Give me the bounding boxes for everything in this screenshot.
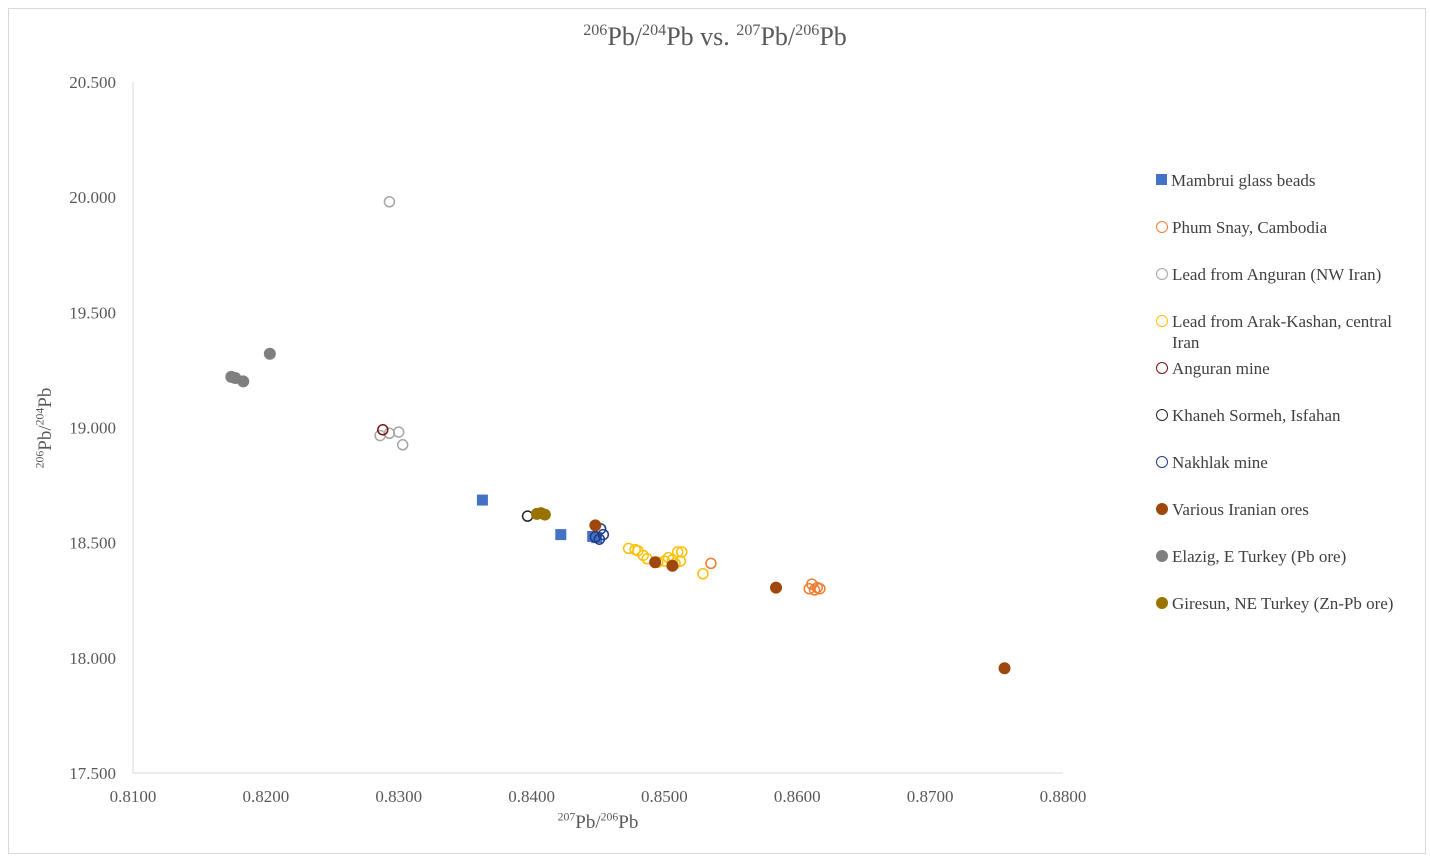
legend-item: Elazig, E Turkey (Pb ore) [1156,546,1418,567]
x-tick-label: 0.8400 [508,787,555,806]
data-point-circle [377,424,389,436]
legend-item: Mambrui glass beads [1156,170,1418,191]
chart-frame [8,8,1426,854]
legend-item: Nakhlak mine [1156,452,1418,473]
legend-item: Phum Snay, Cambodia [1156,217,1418,238]
x-axis-title: 207Pb/206Pb [557,810,639,833]
data-point-circle [666,559,679,572]
data-point-circle [392,426,405,438]
y-axis-title: 206Pb/204Pb [33,387,56,469]
legend-label: Lead from Anguran (NW Iran) [1172,265,1382,284]
data-point-circle [675,546,688,558]
legend-circle-marker [1156,362,1168,374]
y-tick-label: 18.000 [69,649,116,668]
data-point-circle [589,519,602,532]
data-point-circle [649,556,662,569]
legend-circle-marker [1156,315,1168,327]
data-point-circle [263,347,276,360]
legend-circle-marker [1156,456,1168,468]
legend-item: Anguran mine [1156,358,1418,379]
legend-circle-marker [1156,503,1168,515]
data-point-circle [237,375,250,388]
legend-label: Khaneh Sormeh, Isfahan [1172,406,1341,425]
legend-label: Nakhlak mine [1172,453,1268,472]
legend-circle-marker [1156,268,1168,280]
data-point-circle [814,582,826,595]
legend-label: Lead from Arak-Kashan, central Iran [1172,312,1392,352]
legend-item: Lead from Arak-Kashan, central Iran [1156,311,1418,353]
legend-square-marker [1156,174,1167,185]
legend-label: Mambrui glass beads [1171,171,1316,190]
data-point-circle [374,429,386,442]
data-point-circle [538,508,551,521]
legend-circle-marker [1156,597,1168,609]
data-point-circle [998,662,1011,675]
legend-label: Giresun, NE Turkey (Zn-Pb ore) [1172,594,1394,613]
legend-circle-marker [1156,550,1168,562]
data-point-circle [396,439,409,451]
y-tick-label: 20.000 [69,188,116,207]
y-tick-label: 19.000 [69,419,116,438]
chart-title: 206Pb/204Pb vs. 207Pb/206Pb [583,22,847,51]
data-point-square [591,532,603,544]
x-tick-label: 0.8200 [242,787,289,806]
data-point-circle [597,528,610,541]
y-tick-label: 20.500 [69,73,116,92]
x-tick-label: 0.8600 [774,787,821,806]
y-tick-label: 18.500 [69,534,116,553]
legend-item: Various Iranian ores [1156,499,1418,520]
x-tick-label: 0.8100 [110,787,157,806]
data-point-square [476,494,488,506]
legend-circle-marker [1156,221,1168,233]
legend-item: Lead from Anguran (NW Iran) [1156,264,1418,285]
y-tick-label: 17.500 [69,764,116,783]
y-tick-label: 19.500 [69,303,116,322]
legend-circle-marker [1156,409,1168,421]
legend-item: Giresun, NE Turkey (Zn-Pb ore) [1156,593,1418,614]
data-point-circle [383,196,396,208]
data-point-square [555,529,567,541]
data-point-circle [770,581,783,594]
data-point-circle [808,584,821,596]
legend-item: Khaneh Sormeh, Isfahan [1156,405,1418,426]
x-tick-label: 0.8800 [1040,787,1087,806]
legend-label: Anguran mine [1172,359,1270,378]
x-tick-label: 0.8300 [375,787,422,806]
legend-label: Elazig, E Turkey (Pb ore) [1172,547,1347,566]
data-point-circle [697,568,709,580]
data-point-circle [705,557,717,570]
legend-label: Phum Snay, Cambodia [1172,218,1328,237]
x-tick-label: 0.8500 [641,787,688,806]
legend-label: Various Iranian ores [1172,500,1309,519]
x-tick-label: 0.8700 [907,787,954,806]
